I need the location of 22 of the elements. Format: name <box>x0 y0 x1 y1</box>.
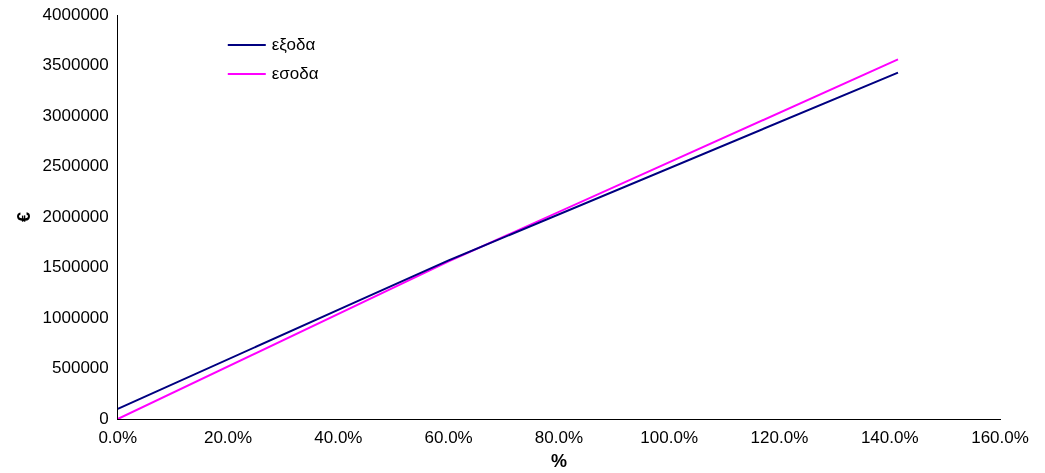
y-tick-label: 1000000 <box>42 307 109 327</box>
x-axis-title: % <box>550 451 567 472</box>
x-tick-label: 120.0% <box>750 427 809 447</box>
y-tick-label: 2000000 <box>42 206 109 226</box>
y-tick-label: 4000000 <box>42 4 109 24</box>
y-tick-label: 3000000 <box>42 105 109 125</box>
y-tick-label: 2500000 <box>42 156 109 176</box>
x-tick-label: 40.0% <box>314 427 363 447</box>
y-tick-label: 1500000 <box>42 257 109 277</box>
y-tick-label: 3500000 <box>42 55 109 75</box>
y-axis-title: € <box>13 211 34 223</box>
x-tick-label: 160.0% <box>971 427 1029 447</box>
x-tick-label: 140.0% <box>860 427 919 447</box>
y-tick-label: 500000 <box>52 358 109 378</box>
y-tick-label: 0 <box>99 408 109 428</box>
x-tick-label: 0.0% <box>98 427 138 447</box>
x-tick-label: 100.0% <box>640 427 698 447</box>
x-tick-label: 20.0% <box>203 427 253 447</box>
legend-label: εξοδα <box>271 34 316 54</box>
x-tick-label: 80.0% <box>534 427 583 447</box>
legend-label: εσοδα <box>271 63 319 83</box>
x-tick-label: 60.0% <box>424 427 473 447</box>
